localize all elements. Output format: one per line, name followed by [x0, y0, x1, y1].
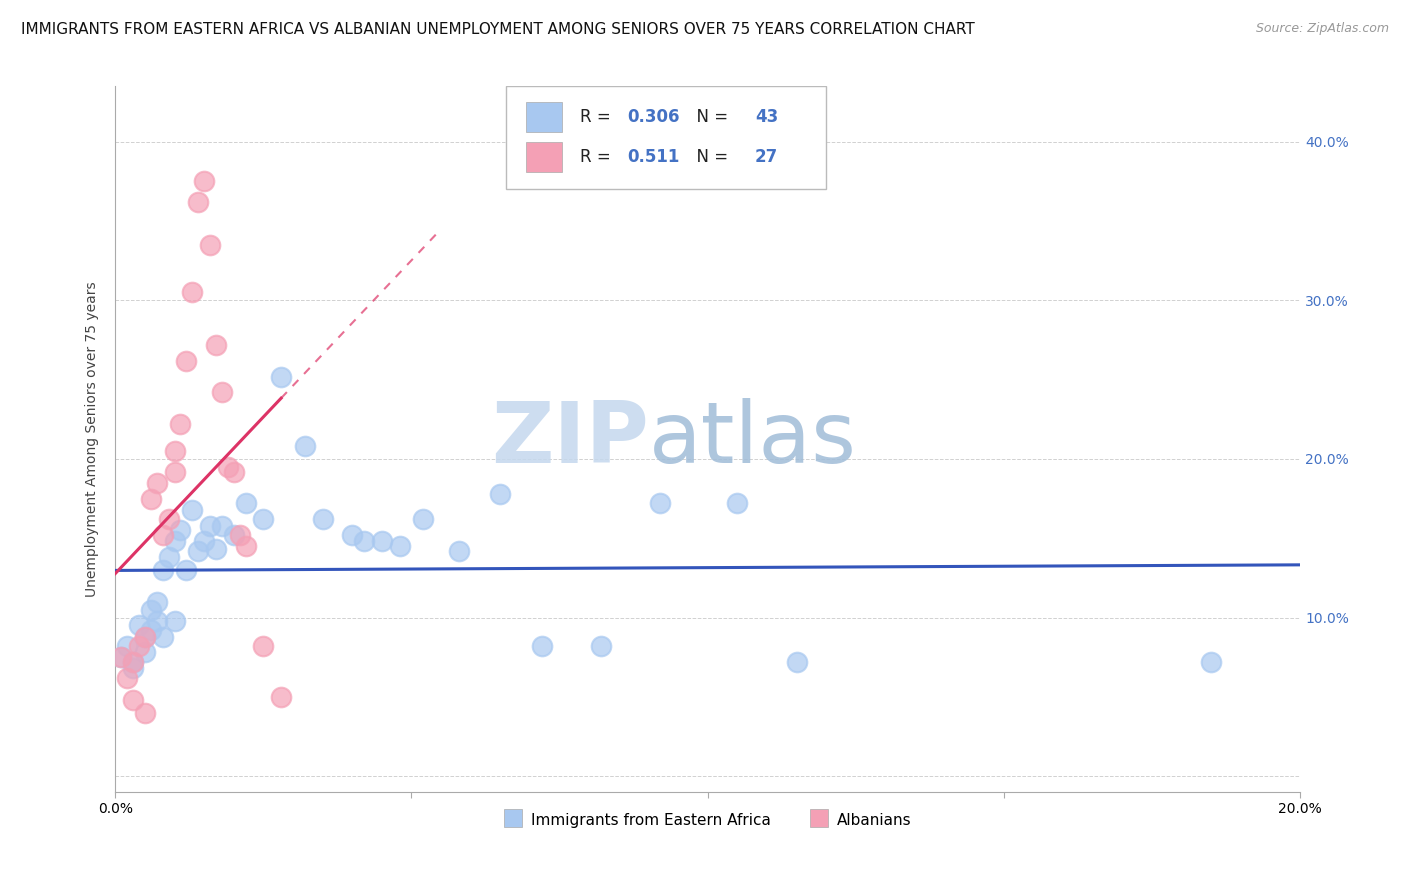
Text: atlas: atlas	[648, 398, 856, 481]
Text: ZIP: ZIP	[491, 398, 648, 481]
Point	[235, 539, 257, 553]
Point	[163, 465, 186, 479]
Point	[353, 534, 375, 549]
FancyBboxPatch shape	[506, 87, 827, 189]
Point	[211, 385, 233, 400]
Point	[176, 563, 198, 577]
Point	[181, 285, 204, 300]
Point	[128, 639, 150, 653]
Point	[270, 690, 292, 704]
Point	[152, 563, 174, 577]
Text: 0.306: 0.306	[627, 108, 679, 126]
FancyBboxPatch shape	[526, 142, 562, 172]
Text: R =: R =	[579, 148, 621, 166]
Point	[1199, 655, 1222, 669]
Point	[169, 524, 191, 538]
Point	[311, 512, 333, 526]
Point	[163, 444, 186, 458]
FancyBboxPatch shape	[526, 102, 562, 131]
Point	[145, 614, 167, 628]
Point	[134, 630, 156, 644]
Point	[530, 639, 553, 653]
Text: IMMIGRANTS FROM EASTERN AFRICA VS ALBANIAN UNEMPLOYMENT AMONG SENIORS OVER 75 YE: IMMIGRANTS FROM EASTERN AFRICA VS ALBANI…	[21, 22, 974, 37]
Point	[228, 528, 250, 542]
Point	[187, 195, 209, 210]
Text: 27: 27	[755, 148, 779, 166]
Point	[122, 661, 145, 675]
Point	[134, 645, 156, 659]
Point	[163, 534, 186, 549]
Point	[650, 496, 672, 510]
Point	[193, 174, 215, 188]
Point	[489, 487, 512, 501]
Legend: Immigrants from Eastern Africa, Albanians: Immigrants from Eastern Africa, Albanian…	[498, 805, 918, 834]
Point	[205, 542, 228, 557]
Text: N =: N =	[686, 148, 734, 166]
Point	[157, 550, 180, 565]
Point	[447, 544, 470, 558]
Text: 0.511: 0.511	[627, 148, 679, 166]
Point	[157, 512, 180, 526]
Point	[198, 238, 221, 252]
Point	[786, 655, 808, 669]
Point	[134, 630, 156, 644]
Point	[187, 544, 209, 558]
Point	[222, 528, 245, 542]
Text: Source: ZipAtlas.com: Source: ZipAtlas.com	[1256, 22, 1389, 36]
Point	[235, 496, 257, 510]
Point	[115, 639, 138, 653]
Point	[134, 706, 156, 720]
Point	[412, 512, 434, 526]
Text: 43: 43	[755, 108, 779, 126]
Point	[169, 417, 191, 431]
Text: N =: N =	[686, 108, 734, 126]
Point	[145, 475, 167, 490]
Point	[139, 491, 162, 506]
Point	[139, 602, 162, 616]
Point	[205, 338, 228, 352]
Point	[222, 465, 245, 479]
Point	[211, 518, 233, 533]
Point	[176, 353, 198, 368]
Point	[371, 534, 394, 549]
Point	[198, 518, 221, 533]
Point	[217, 459, 239, 474]
Point	[110, 650, 132, 665]
Point	[388, 539, 411, 553]
Point	[139, 624, 162, 638]
Point	[110, 650, 132, 665]
Point	[115, 671, 138, 685]
Point	[725, 496, 748, 510]
Text: R =: R =	[579, 108, 616, 126]
Y-axis label: Unemployment Among Seniors over 75 years: Unemployment Among Seniors over 75 years	[86, 281, 100, 597]
Point	[122, 693, 145, 707]
Point	[193, 534, 215, 549]
Point	[252, 639, 274, 653]
Point	[270, 369, 292, 384]
Point	[152, 630, 174, 644]
Point	[342, 528, 364, 542]
Point	[145, 595, 167, 609]
Point	[122, 655, 145, 669]
Point	[152, 528, 174, 542]
Point	[294, 439, 316, 453]
Point	[122, 655, 145, 669]
Point	[163, 614, 186, 628]
Point	[589, 639, 612, 653]
Point	[252, 512, 274, 526]
Point	[128, 618, 150, 632]
Point	[181, 502, 204, 516]
